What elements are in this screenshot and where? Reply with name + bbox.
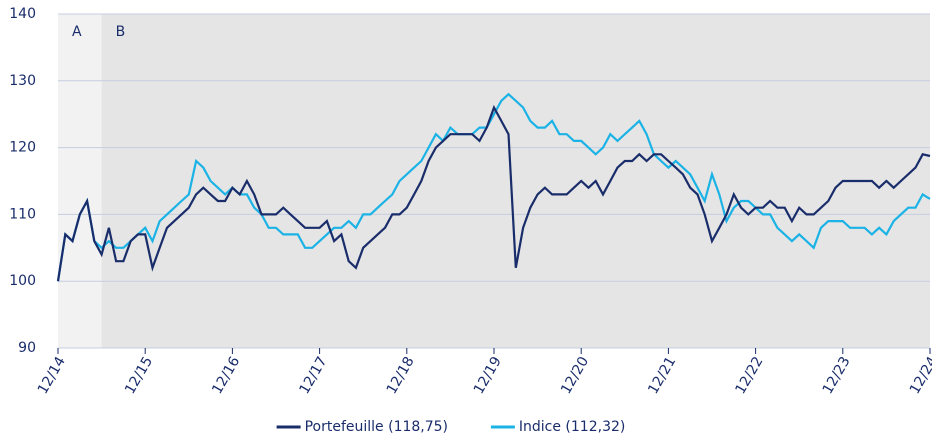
x-tick-label: 12/21 bbox=[645, 354, 679, 397]
region bbox=[58, 14, 102, 348]
legend-label: Indice (112,32) bbox=[519, 419, 625, 435]
region-label: B bbox=[116, 24, 126, 40]
x-tick-label: 12/22 bbox=[732, 354, 766, 397]
y-tick-label: 110 bbox=[9, 206, 36, 222]
x-tick-label: 12/23 bbox=[820, 354, 854, 397]
x-tick-label: 12/16 bbox=[209, 354, 243, 397]
series-line bbox=[56, 92, 931, 282]
x-tick-label: 12/18 bbox=[384, 354, 418, 397]
y-tick-label: 130 bbox=[9, 73, 36, 89]
legend-label: Portefeuille (118,75) bbox=[305, 419, 448, 435]
x-tick-label: 12/14 bbox=[35, 354, 69, 397]
y-tick-label: 90 bbox=[18, 340, 36, 356]
region bbox=[101, 14, 931, 348]
series-line bbox=[56, 104, 931, 282]
x-tick-label: 12/24 bbox=[907, 354, 932, 397]
x-tick-label: 12/17 bbox=[296, 354, 330, 397]
y-tick-label: 100 bbox=[9, 273, 36, 289]
x-tick-label: 12/19 bbox=[471, 354, 505, 397]
y-tick-label: 120 bbox=[9, 140, 36, 156]
x-tick-label: 12/20 bbox=[558, 354, 592, 397]
x-tick-label: 12/15 bbox=[122, 354, 156, 397]
y-tick-label: 140 bbox=[9, 6, 36, 22]
region-label: A bbox=[72, 24, 82, 40]
